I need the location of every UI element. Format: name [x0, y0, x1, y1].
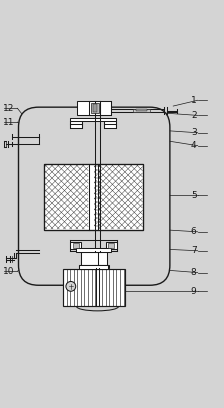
Text: 5: 5 [191, 191, 197, 200]
Bar [133, 109, 150, 112]
Text: 6: 6 [191, 227, 197, 236]
Bar [106, 242, 117, 249]
Bar [73, 243, 79, 248]
Text: 9: 9 [191, 287, 197, 296]
Text: 8: 8 [191, 268, 197, 277]
FancyBboxPatch shape [19, 107, 170, 285]
Text: 4: 4 [191, 141, 197, 150]
Text: 2: 2 [191, 111, 197, 120]
Bar [91, 103, 99, 113]
Text: 7: 7 [191, 246, 197, 255]
Bar [44, 164, 143, 230]
Bar [70, 121, 82, 128]
Bar [93, 104, 97, 112]
Bar [104, 121, 116, 128]
Bar [70, 118, 116, 121]
Text: 11: 11 [3, 118, 15, 126]
Text: 12: 12 [3, 104, 15, 113]
Bar [81, 252, 107, 264]
Text: 10: 10 [3, 267, 15, 276]
Bar [108, 243, 114, 248]
Text: 1: 1 [191, 96, 197, 105]
Bar [70, 242, 81, 249]
Text: 3: 3 [191, 128, 197, 137]
Bar [136, 109, 147, 111]
Bar [76, 248, 111, 252]
Bar [44, 164, 143, 230]
Bar [79, 265, 108, 268]
Bar [79, 264, 109, 268]
Bar [63, 268, 125, 306]
Bar [78, 101, 111, 115]
Circle shape [66, 282, 76, 291]
